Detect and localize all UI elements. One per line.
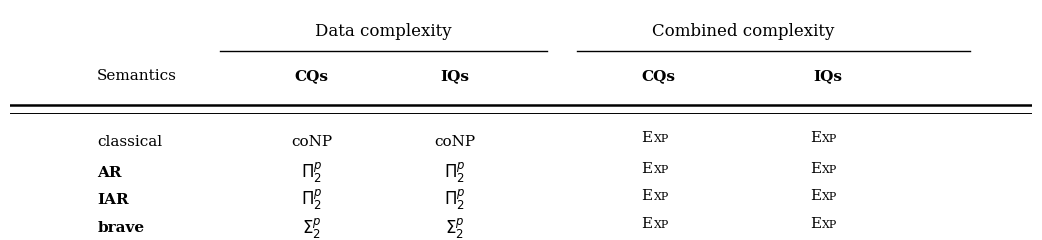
Text: Semantics: Semantics (97, 70, 177, 84)
Text: brave: brave (97, 221, 145, 235)
Text: XP: XP (822, 220, 838, 230)
Text: $\Pi_2^p$: $\Pi_2^p$ (444, 187, 466, 212)
Text: $\Pi_2^p$: $\Pi_2^p$ (444, 160, 466, 186)
Text: XP: XP (653, 134, 669, 144)
Text: CQs: CQs (295, 70, 328, 84)
Text: Combined complexity: Combined complexity (652, 23, 835, 40)
Text: IAR: IAR (97, 193, 129, 207)
Text: E: E (642, 217, 652, 231)
Text: AR: AR (97, 166, 122, 180)
Text: Data complexity: Data complexity (315, 23, 451, 40)
Text: E: E (810, 189, 821, 203)
Text: E: E (810, 162, 821, 176)
Text: E: E (642, 162, 652, 176)
Text: IQs: IQs (440, 70, 469, 84)
Text: XP: XP (822, 165, 838, 175)
Text: XP: XP (822, 134, 838, 144)
Text: $\Pi_2^p$: $\Pi_2^p$ (301, 187, 322, 212)
Text: coNP: coNP (435, 135, 475, 149)
Text: E: E (810, 217, 821, 231)
Text: XP: XP (653, 220, 669, 230)
Text: $\Sigma_2^p$: $\Sigma_2^p$ (445, 216, 465, 240)
Text: IQs: IQs (813, 70, 842, 84)
Text: E: E (642, 131, 652, 145)
Text: XP: XP (822, 192, 838, 202)
Text: E: E (642, 189, 652, 203)
Text: coNP: coNP (291, 135, 332, 149)
Text: XP: XP (653, 165, 669, 175)
Text: $\Pi_2^p$: $\Pi_2^p$ (301, 160, 322, 186)
Text: XP: XP (653, 192, 669, 202)
Text: CQs: CQs (642, 70, 676, 84)
Text: $\Sigma_2^p$: $\Sigma_2^p$ (302, 216, 321, 240)
Text: E: E (810, 131, 821, 145)
Text: classical: classical (97, 135, 163, 149)
